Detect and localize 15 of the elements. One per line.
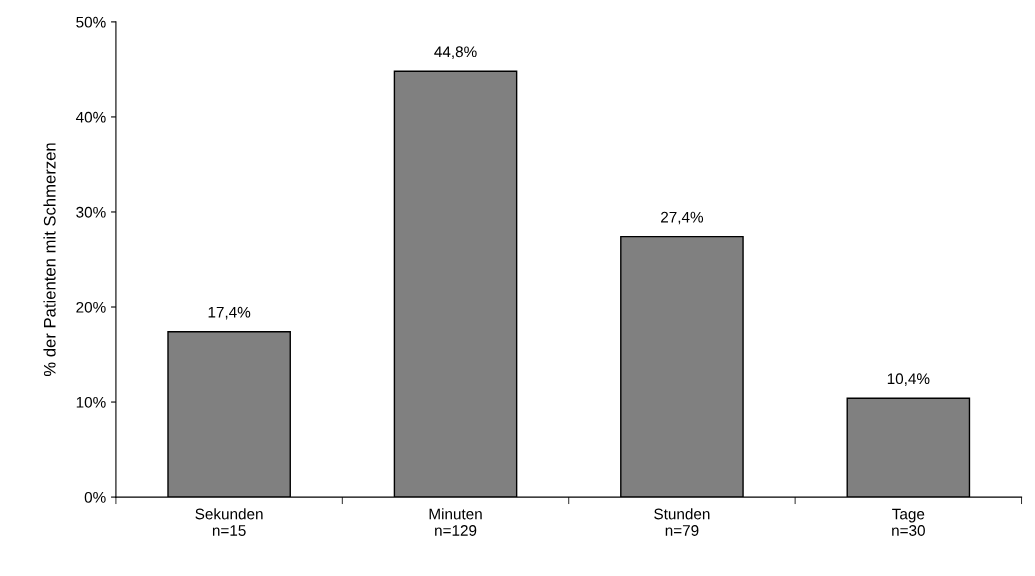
y-tick-label: 0%	[84, 491, 106, 503]
y-tick-label: 20%	[76, 301, 106, 313]
data-label: 17,4%	[208, 306, 251, 320]
x-tick-label: Sekunden n=15	[195, 508, 263, 536]
y-axis-title: % der Patienten mit Schmerzen	[43, 143, 56, 377]
x-tick-label: Minuten n=129	[429, 508, 482, 536]
x-tick-label: Tage n=30	[892, 508, 925, 536]
data-label: 44,8%	[434, 46, 477, 59]
y-tick-label: 40%	[75, 111, 106, 123]
y-tick-label: 50%	[76, 16, 106, 28]
y-tick-label: 10%	[76, 396, 106, 408]
x-tick-label: Stunden n=79	[654, 508, 710, 536]
data-label: 10,4%	[887, 373, 930, 386]
data-label: 27,4%	[661, 211, 704, 225]
y-tick-label: 30%	[76, 206, 106, 218]
